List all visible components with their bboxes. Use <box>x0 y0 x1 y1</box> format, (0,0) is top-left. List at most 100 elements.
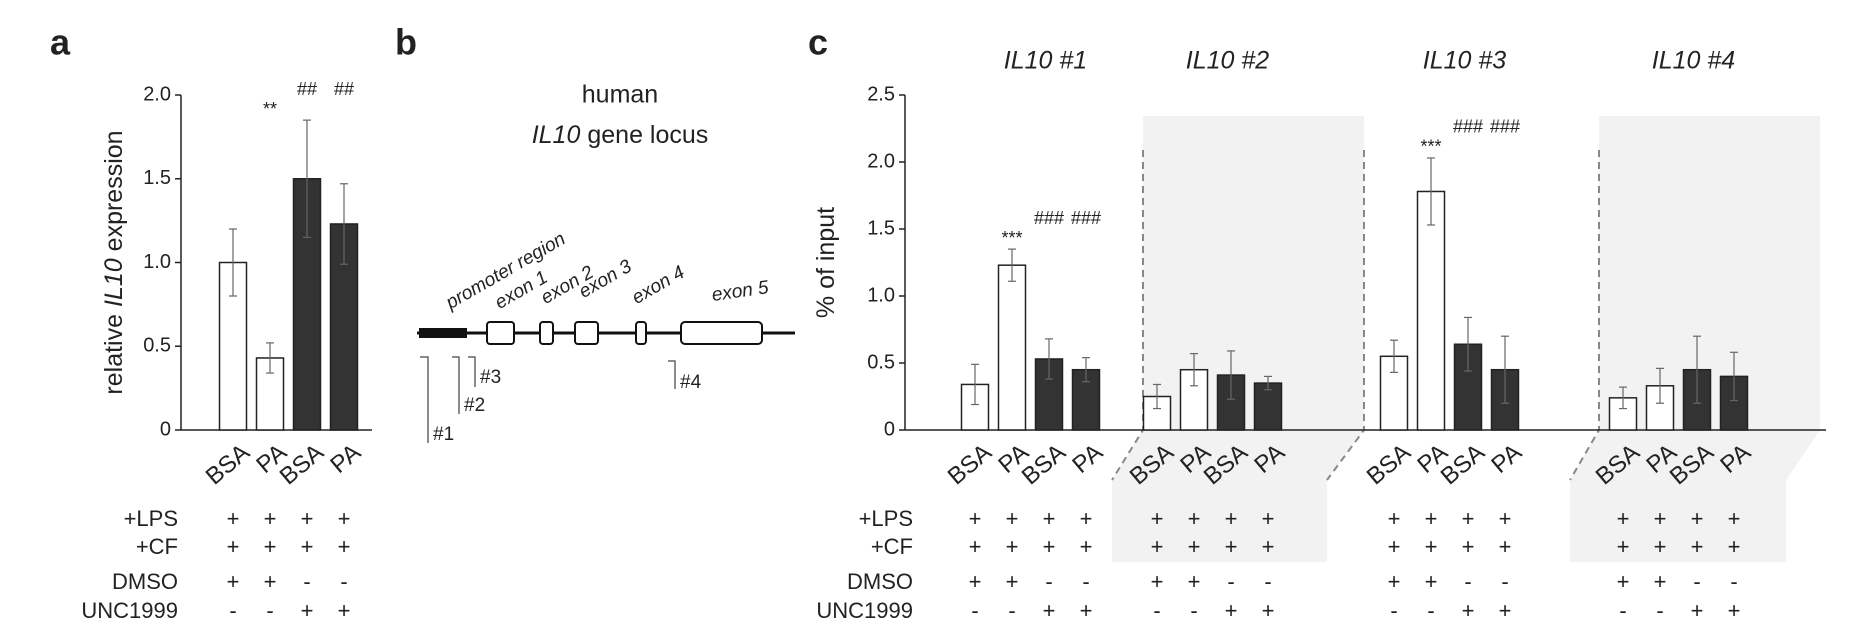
significance: ## <box>297 79 317 99</box>
gene: IL10 <box>532 121 581 149</box>
treatment-sign: + <box>1617 534 1630 559</box>
diagram-title: human <box>582 81 658 109</box>
treatment-label: DMSO <box>847 569 913 594</box>
treatment-sign: + <box>1188 534 1201 559</box>
group-title: IL10 #3 <box>1423 47 1507 75</box>
treatment-sign: - <box>1190 598 1197 623</box>
treatment-sign: + <box>227 569 240 594</box>
treatment-sign: + <box>1151 506 1164 531</box>
treatment-sign: - <box>1427 598 1434 623</box>
treatment-sign: + <box>338 598 351 623</box>
treatment-sign: + <box>1617 569 1630 594</box>
treatment-sign: + <box>264 534 277 559</box>
region-label: exon 4 <box>629 262 689 309</box>
treatment-sign: + <box>1499 534 1512 559</box>
y-label-part: % of input <box>812 207 840 318</box>
region-label: exon 5 <box>710 277 770 306</box>
treatment-sign: + <box>1006 506 1019 531</box>
y-tick-label: 2.5 <box>867 83 895 105</box>
significance: *** <box>1001 228 1022 248</box>
treatment-label: UNC1999 <box>816 598 913 623</box>
y-label-part: relative <box>100 314 128 395</box>
treatment-sign: + <box>1080 598 1093 623</box>
primer-label: #2 <box>464 395 485 416</box>
bar <box>1453 343 1483 431</box>
treatment-sign: - <box>1619 598 1626 623</box>
treatment-sign: - <box>340 569 347 594</box>
treatment-sign: + <box>969 506 982 531</box>
treatment-sign: + <box>1462 506 1475 531</box>
x-tick-label: PA <box>1486 439 1527 479</box>
exon <box>574 321 599 345</box>
treatment-sign: + <box>1006 534 1019 559</box>
treatment-label: +CF <box>871 534 913 559</box>
treatment-label: DMSO <box>112 569 178 594</box>
y-tick-label: 1.0 <box>143 251 171 273</box>
significance: ### <box>1034 208 1064 228</box>
y-axis-label: % of input <box>812 207 840 318</box>
treatment-sign: + <box>1043 598 1056 623</box>
treatment-sign: - <box>1390 598 1397 623</box>
y-label-part: expression <box>100 130 128 251</box>
treatment-sign: + <box>1462 598 1475 623</box>
panel-letter: c <box>808 22 828 63</box>
treatment-sign: + <box>969 534 982 559</box>
y-label-part: IL10 <box>100 258 128 307</box>
treatment-sign: - <box>229 598 236 623</box>
treatment-sign: - <box>266 598 273 623</box>
treatment-sign: + <box>1462 534 1475 559</box>
treatment-sign: + <box>1691 506 1704 531</box>
shade <box>1570 116 1820 562</box>
treatment-sign: + <box>301 534 314 559</box>
treatment-sign: + <box>1425 534 1438 559</box>
treatment-sign: + <box>1728 598 1741 623</box>
exon <box>486 321 515 345</box>
y-tick-label: 2.0 <box>143 83 171 105</box>
treatment-label: +LPS <box>124 506 178 531</box>
treatment-sign: + <box>1425 569 1438 594</box>
treatment-sign: + <box>1225 534 1238 559</box>
treatment-sign: + <box>1728 506 1741 531</box>
treatment-sign: + <box>1617 506 1630 531</box>
primer <box>452 356 460 414</box>
treatment-sign: + <box>301 598 314 623</box>
treatment-label: +LPS <box>859 506 913 531</box>
bar <box>1416 190 1446 431</box>
primer <box>468 356 476 387</box>
treatment-sign: + <box>1151 569 1164 594</box>
treatment-sign: + <box>1006 569 1019 594</box>
panel-letter: a <box>50 22 71 63</box>
diagram-title: IL10 gene locus <box>532 121 709 149</box>
significance: ** <box>263 99 277 119</box>
treatment-sign: + <box>1262 506 1275 531</box>
panel-letter: b <box>395 22 417 63</box>
x-tick-label: BSA <box>275 439 329 491</box>
x-tick-label: BSA <box>1436 439 1490 491</box>
primer-label: #4 <box>680 372 702 393</box>
treatment-sign: - <box>303 569 310 594</box>
treatment-sign: + <box>301 506 314 531</box>
treatment-sign: + <box>1080 506 1093 531</box>
treatment-sign: + <box>264 569 277 594</box>
x-tick-label: BSA <box>201 439 255 491</box>
primers <box>420 356 676 443</box>
significance: *** <box>1420 137 1441 157</box>
treatment-sign: - <box>1008 598 1015 623</box>
treatment-sign: + <box>1728 534 1741 559</box>
bar <box>997 264 1027 431</box>
bar <box>1608 397 1638 431</box>
treatment-sign: + <box>1262 598 1275 623</box>
treatment-sign: + <box>227 506 240 531</box>
primer-label: #1 <box>433 424 454 445</box>
x-tick-label: BSA <box>943 439 997 491</box>
group-title: IL10 #4 <box>1652 47 1735 75</box>
treatment-sign: - <box>1264 569 1271 594</box>
treatment-sign: - <box>1730 569 1737 594</box>
treatment-sign: - <box>1153 598 1160 623</box>
x-tick-label: BSA <box>1362 439 1416 491</box>
title-rest: gene locus <box>587 121 708 149</box>
significance: ## <box>334 79 354 99</box>
treatment-sign: + <box>1499 506 1512 531</box>
treatment-sign: - <box>1227 569 1234 594</box>
